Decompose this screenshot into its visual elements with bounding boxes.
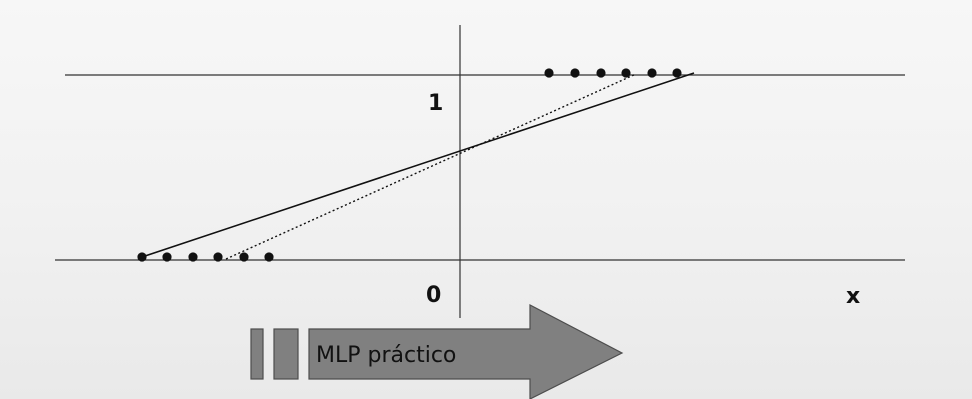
solid-fit-line <box>141 72 695 258</box>
upper-point <box>570 68 580 78</box>
upper-point <box>647 68 657 78</box>
upper-points <box>544 68 682 78</box>
label-x: x <box>846 284 860 309</box>
label-one: 1 <box>428 91 443 116</box>
upper-point <box>596 68 606 78</box>
dotted-fit-line <box>225 73 637 260</box>
arrow-tail-bar-1 <box>250 328 264 380</box>
lower-point <box>188 252 198 262</box>
label-zero: 0 <box>426 283 441 308</box>
upper-point <box>621 68 631 78</box>
arrow-label: MLP práctico <box>316 343 456 368</box>
upper-point <box>544 68 554 78</box>
lower-point <box>137 252 147 262</box>
arrow-body <box>308 304 624 399</box>
lower-point <box>239 252 249 262</box>
lower-point <box>213 252 223 262</box>
lower-points <box>137 252 274 262</box>
lower-point <box>162 252 172 262</box>
upper-point <box>672 68 682 78</box>
arrow-tail-bar-2 <box>273 328 299 380</box>
lower-point <box>264 252 274 262</box>
mlp-arrow-graphic: MLP práctico <box>250 304 624 399</box>
